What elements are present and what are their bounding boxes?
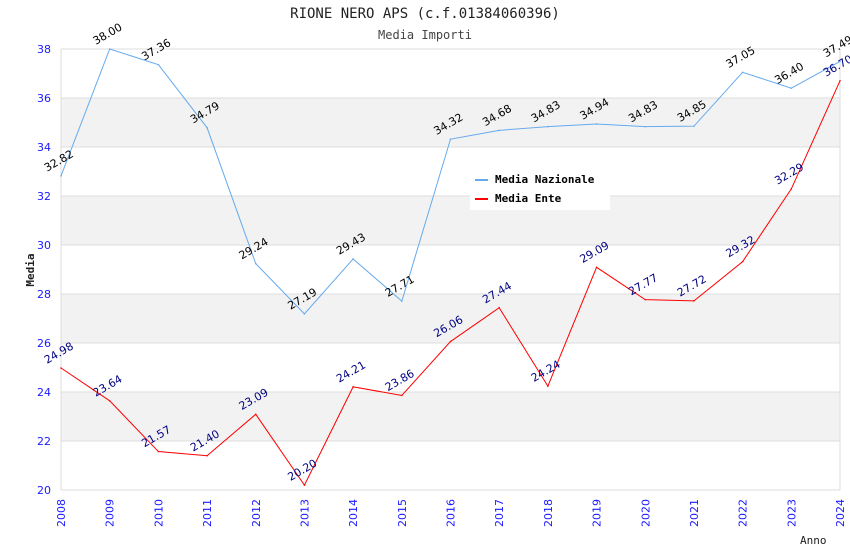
data-point (401, 300, 403, 302)
data-point (547, 125, 549, 128)
series-line-nazionale (60, 48, 841, 315)
x-tick-label: 2024 (834, 499, 847, 527)
y-tick-label: 28 (37, 288, 51, 301)
y-tick-label: 20 (37, 484, 51, 497)
data-point (401, 394, 403, 397)
x-tick-label: 2023 (785, 499, 798, 527)
y-tick-label: 38 (37, 43, 51, 56)
data-label: 37.05 (724, 44, 758, 71)
data-point (352, 258, 354, 260)
x-tick-label: 2010 (152, 499, 165, 527)
x-tick-label: 2011 (201, 499, 214, 527)
data-point (547, 385, 549, 387)
x-tick-label: 2015 (396, 499, 409, 527)
grid-band (61, 196, 840, 245)
data-point (693, 300, 695, 302)
grid-band (61, 294, 840, 343)
x-axis-label: Anno (800, 534, 827, 547)
data-point (741, 71, 744, 74)
y-tick-label: 30 (37, 239, 51, 252)
x-tick-label: 2016 (445, 499, 458, 527)
data-point (839, 60, 841, 63)
data-point (108, 48, 111, 50)
data-point (352, 386, 354, 388)
data-point (595, 123, 598, 125)
y-tick-label: 22 (37, 435, 51, 448)
data-point (303, 313, 306, 315)
data-point (60, 175, 62, 177)
data-point (449, 340, 452, 343)
grid-band (61, 392, 840, 441)
y-axis-label: Media (24, 253, 37, 286)
data-point (693, 125, 695, 127)
data-point (157, 63, 160, 66)
y-tick-label: 24 (37, 386, 51, 399)
x-tick-label: 2020 (639, 499, 652, 527)
data-label: 20.20 (285, 457, 319, 484)
chart-subtitle: Media Importi (378, 28, 472, 42)
data-point (498, 306, 500, 309)
data-point (790, 87, 793, 89)
x-tick-label: 2013 (298, 499, 311, 527)
data-point (303, 484, 306, 486)
data-label: 23.86 (383, 367, 417, 394)
data-point (498, 129, 500, 132)
x-tick-label: 2014 (347, 499, 360, 527)
legend-label-nazionale: Media Nazionale (495, 173, 595, 186)
data-point (254, 262, 257, 265)
data-point (60, 367, 62, 369)
y-tick-label: 36 (37, 92, 51, 105)
x-tick-label: 2008 (55, 499, 68, 527)
data-point (157, 450, 160, 453)
data-point (449, 138, 452, 140)
data-point (790, 188, 793, 190)
data-point (254, 413, 257, 416)
data-point (108, 400, 111, 402)
legend: Media Nazionale Media Ente (470, 168, 610, 210)
data-point (741, 260, 744, 263)
x-tick-label: 2017 (493, 499, 506, 527)
data-point (839, 80, 841, 82)
y-tick-label: 26 (37, 337, 51, 350)
data-label: 24.21 (334, 358, 368, 385)
x-tick-label: 2018 (542, 499, 555, 527)
y-tick-label: 32 (37, 190, 51, 203)
data-point (206, 454, 208, 457)
data-point (206, 126, 208, 129)
data-point (595, 266, 598, 269)
x-tick-label: 2021 (688, 499, 701, 527)
legend-label-ente: Media Ente (495, 192, 562, 205)
x-tick-label: 2012 (250, 499, 263, 527)
data-label: 32.29 (772, 160, 806, 187)
data-point (644, 125, 647, 128)
x-tick-label: 2009 (104, 499, 117, 527)
data-point (644, 298, 647, 301)
x-tick-label: 2019 (591, 499, 604, 527)
data-label: 37.36 (139, 36, 173, 63)
y-tick-label: 34 (37, 141, 51, 154)
data-label: 38.00 (91, 21, 125, 48)
x-tick-label: 2022 (737, 499, 750, 527)
data-label: 24.24 (529, 358, 563, 385)
chart-title: RIONE NERO APS (c.f.01384060396) (290, 6, 560, 22)
